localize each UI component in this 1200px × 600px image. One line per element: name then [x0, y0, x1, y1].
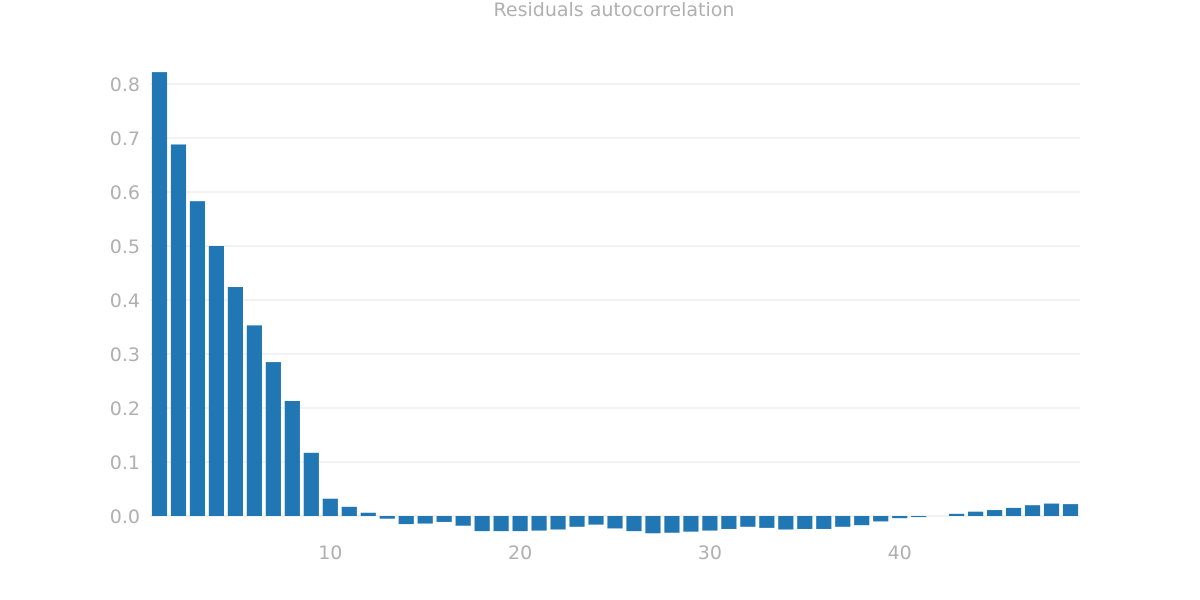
bar-lag-5 — [227, 287, 243, 516]
x-tick-label: 10 — [318, 542, 342, 564]
bar-lag-21 — [531, 516, 547, 531]
bar-lag-38 — [854, 516, 870, 526]
x-tick-label: 20 — [508, 542, 532, 564]
bar-lag-30 — [702, 516, 718, 531]
bar-lag-47 — [1024, 505, 1041, 516]
bar-lag-43 — [949, 513, 965, 516]
y-axis-ticks: 0.0 0.1 0.2 0.3 0.4 0.5 0.6 0.7 0.8 — [110, 74, 140, 528]
bar-lag-8 — [284, 400, 300, 516]
bar-lag-33 — [759, 516, 775, 528]
bar-lag-16 — [436, 516, 452, 522]
bar-lag-31 — [721, 516, 737, 529]
bar-lag-1 — [151, 72, 168, 517]
bar-lag-40 — [892, 516, 908, 519]
bar-lag-9 — [303, 452, 319, 516]
bar-lag-34 — [778, 516, 794, 530]
bar-lag-39 — [873, 516, 889, 522]
bar-lag-11 — [341, 506, 357, 516]
bar-lag-4 — [208, 246, 225, 516]
bar-lag-13 — [379, 516, 395, 519]
bar-lag-7 — [265, 362, 281, 516]
x-tick-label: 40 — [888, 542, 912, 564]
bar-lag-2 — [170, 144, 187, 517]
bar-lag-44 — [968, 511, 984, 516]
bar-lag-23 — [569, 516, 585, 527]
bar-lag-22 — [550, 516, 566, 530]
bar-lag-27 — [645, 516, 661, 534]
bar-lag-17 — [455, 516, 471, 526]
bar-lag-26 — [626, 516, 642, 532]
bar-lag-20 — [512, 516, 528, 532]
bar-lag-36 — [816, 516, 832, 529]
bar-lag-15 — [417, 516, 433, 524]
bar-lag-3 — [189, 201, 206, 516]
y-tick-label: 0.1 — [110, 452, 140, 474]
bars — [151, 72, 1079, 534]
y-tick-label: 0.6 — [110, 182, 140, 204]
y-tick-label: 0.8 — [110, 74, 140, 96]
x-tick-label: 30 — [698, 542, 722, 564]
bar-lag-10 — [322, 498, 338, 516]
y-tick-label: 0.0 — [110, 506, 140, 528]
y-tick-label: 0.3 — [110, 344, 140, 366]
bar-lag-28 — [664, 516, 680, 533]
y-tick-label: 0.7 — [110, 128, 140, 150]
bar-lag-24 — [588, 516, 604, 525]
bar-lag-6 — [246, 325, 262, 516]
bar-lag-14 — [398, 516, 414, 525]
chart-title: Residuals autocorrelation — [494, 0, 735, 21]
bar-lag-37 — [835, 516, 851, 527]
bar-lag-41 — [911, 516, 927, 518]
bar-lag-49 — [1062, 504, 1079, 516]
y-tick-label: 0.4 — [110, 290, 140, 312]
y-tick-label: 0.5 — [110, 236, 140, 258]
y-tick-label: 0.2 — [110, 398, 140, 420]
x-axis-ticks: 10 20 30 40 — [318, 542, 912, 564]
bar-lag-19 — [493, 516, 509, 532]
bar-lag-48 — [1043, 503, 1060, 516]
bar-lag-45 — [987, 510, 1003, 516]
bar-lag-18 — [474, 516, 490, 532]
bar-lag-12 — [360, 512, 376, 516]
bar-lag-46 — [1005, 507, 1022, 516]
bar-lag-32 — [740, 516, 756, 527]
bar-lag-35 — [797, 516, 813, 529]
bar-lag-29 — [683, 516, 699, 532]
bar-lag-25 — [607, 516, 623, 529]
